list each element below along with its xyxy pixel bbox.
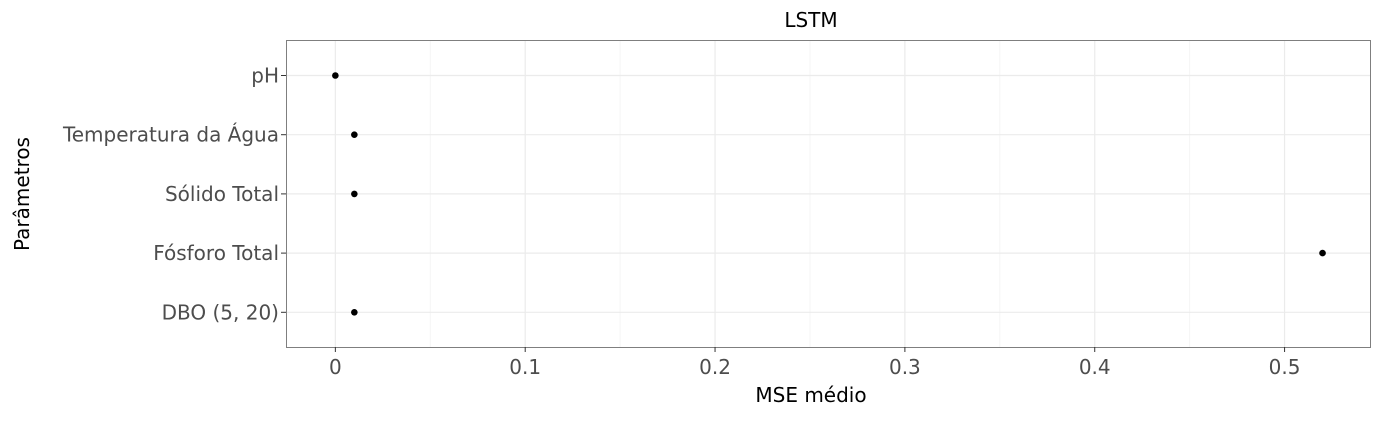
- grid-layer: [286, 40, 1370, 347]
- y-tick-label: Temperatura da Água: [62, 123, 279, 147]
- data-point: [332, 72, 339, 79]
- y-tick-label: Sólido Total: [165, 182, 279, 206]
- y-tick-label: DBO (5, 20): [162, 300, 279, 324]
- y-axis-title: Parâmetros: [10, 137, 34, 251]
- x-tick-label: 0.1: [509, 355, 541, 379]
- data-point: [351, 190, 358, 198]
- y-tick-label: pH: [251, 64, 279, 88]
- data-point: [1319, 249, 1326, 257]
- x-tick-label: 0.4: [1079, 355, 1111, 379]
- x-tick-label: 0.2: [699, 355, 731, 379]
- x-tick-label: 0.5: [1269, 355, 1301, 379]
- x-axis: 0 0.1 0.2 0.3 0.4 0.5: [329, 347, 1300, 379]
- y-axis: pH Temperatura da Água Sólido Total Fósforo…: [62, 64, 286, 324]
- x-tick-label: 0.3: [889, 355, 921, 379]
- chart-title: LSTM: [784, 8, 837, 32]
- data-point: [351, 309, 358, 316]
- x-tick-label: 0: [329, 355, 342, 379]
- data-point: [351, 131, 358, 138]
- x-axis-title: MSE médio: [755, 383, 866, 407]
- points-layer: [332, 72, 1326, 316]
- panel-border: [286, 40, 1371, 348]
- y-tick-label: Fósforo Total: [153, 241, 279, 265]
